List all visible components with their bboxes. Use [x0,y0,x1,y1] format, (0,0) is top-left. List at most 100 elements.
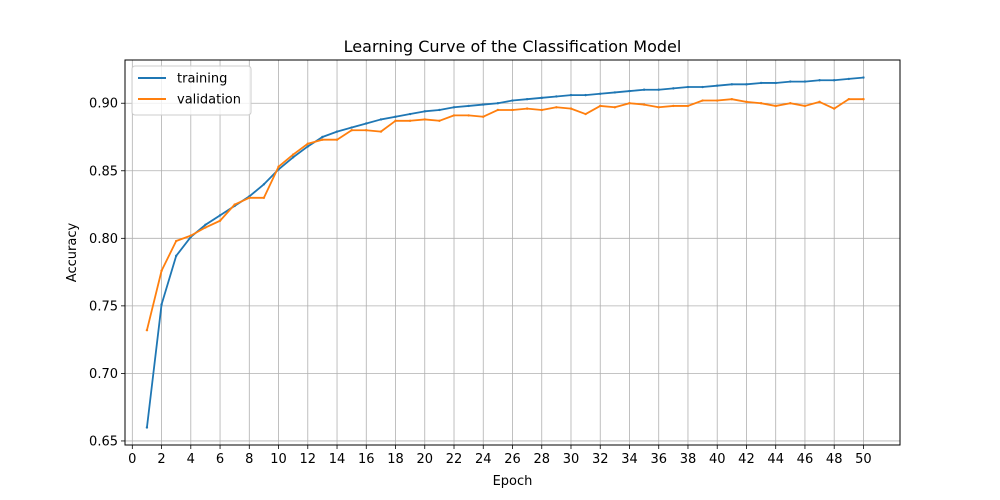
data-point [642,88,646,91]
data-point [818,79,821,82]
y-tick-label: 0.80 [89,232,118,247]
data-point [277,165,280,168]
y-tick-label: 0.70 [89,367,118,382]
data-point [599,92,602,95]
data-point [584,112,587,116]
data-point [818,100,821,104]
y-tick-label: 0.65 [89,434,118,449]
x-tick-label: 4 [187,452,195,467]
x-tick-label: 20 [416,452,433,467]
x-tick-label: 38 [680,452,697,467]
data-point [218,214,222,217]
data-point [569,107,573,110]
data-point [321,138,324,141]
x-tick-label: 2 [157,452,165,467]
data-point [335,138,339,141]
data-point [730,97,734,101]
data-point [657,106,660,109]
data-point [833,107,836,110]
data-point [394,115,397,118]
data-point [613,106,617,109]
x-tick-label: 48 [826,452,843,467]
data-point [642,103,646,106]
data-point [204,226,207,229]
x-tick-label: 26 [504,452,521,467]
data-point [716,99,719,102]
data-point [511,108,514,112]
y-axis-label: Accuracy [65,223,80,283]
data-point [350,129,353,132]
x-tick-label: 6 [216,452,224,467]
data-point [467,114,470,117]
data-point [408,119,412,122]
x-tick-label: 12 [300,452,317,467]
data-point [847,77,851,81]
data-point [774,81,777,85]
axis-ticks: 0 2 4 6 8 10 12 14 16 18 20 22 24 26 28 30 32 34 36 38 40 42 4… [89,97,872,467]
x-tick-label: 18 [387,452,404,467]
data-point [672,104,675,108]
data-point [306,142,309,145]
data-point [730,83,734,86]
data-point [672,87,675,90]
data-point [452,106,456,109]
x-tick-label: 22 [446,452,463,467]
data-point [584,93,587,97]
data-point [525,107,529,110]
x-tick-label: 42 [738,452,755,467]
data-point [160,303,163,306]
data-point [701,85,704,89]
data-point [262,196,266,199]
data-point [482,115,485,118]
data-point [174,239,178,243]
data-point [847,97,851,101]
data-point [716,84,719,87]
data-point [408,112,412,116]
legend-label-training: training [177,72,227,87]
data-point [423,110,426,113]
data-point [145,426,149,429]
x-tick-label: 34 [621,452,638,467]
data-point [803,104,807,108]
x-tick-label: 16 [358,452,375,467]
series-lines [145,76,865,429]
data-point [467,104,470,108]
legend-label-validation: validation [177,93,241,108]
data-point [613,91,617,94]
data-point [862,97,865,101]
data-point [350,126,353,129]
data-point [394,119,397,122]
data-point [745,100,748,104]
data-point [321,135,324,139]
data-point [686,104,690,108]
data-point [306,145,309,148]
x-tick-label: 8 [245,452,253,467]
data-point [482,103,485,106]
data-point [628,89,631,93]
data-point [233,203,236,206]
chart-title: Learning Curve of the Classification Mod… [344,37,682,56]
data-point [174,254,178,258]
y-tick-label: 0.75 [89,299,118,314]
data-point [291,153,295,156]
series-points-validation [145,97,865,332]
data-point [496,108,500,112]
data-point [555,106,558,109]
data-point [262,183,266,186]
data-point [759,102,763,105]
data-point [379,130,383,133]
x-tick-label: 30 [563,452,580,467]
data-point [789,102,792,105]
data-point [789,80,792,83]
x-tick-label: 24 [475,452,492,467]
x-tick-label: 10 [270,452,287,467]
x-tick-label: 50 [855,452,872,467]
data-point [833,79,836,82]
x-tick-label: 14 [329,452,346,467]
data-point [525,97,529,101]
series-line-training [145,76,865,429]
data-point [569,93,573,97]
data-point [745,83,748,86]
x-tick-label: 0 [128,452,136,467]
